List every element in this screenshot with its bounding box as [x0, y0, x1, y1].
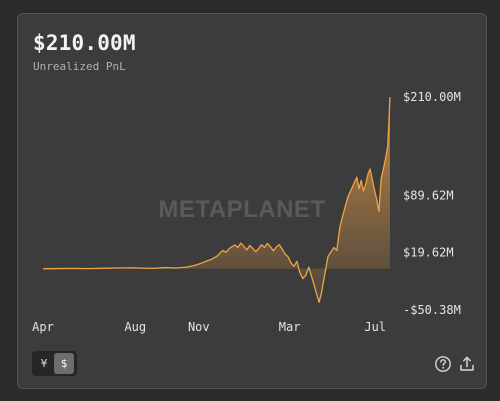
y-tick-label-3: -$50.38M [403, 303, 461, 317]
x-tick-label-3: Mar [279, 320, 301, 334]
chart-area-layer [42, 96, 391, 303]
x-tick-label-0: Apr [32, 320, 54, 334]
currency-yen-button[interactable]: ¥ [40, 357, 48, 370]
pnl-area-fill [43, 97, 390, 303]
pnl-value: $210.00M [33, 31, 136, 55]
currency-usd-button[interactable]: $ [54, 353, 74, 374]
currency-toggle: ¥ $ [32, 351, 77, 376]
pnl-series-line [42, 96, 391, 303]
pnl-chart[interactable]: METAPLANET $210.00M $89.62M $19.62M -$50.38… [18, 14, 488, 390]
pnl-subtitle: Unrealized PnL [33, 60, 126, 73]
pnl-card: $210.00M Unrealized PnL METAPLANET $210.… [17, 13, 487, 389]
x-tick-label-4: Jul [364, 320, 386, 334]
y-axis-labels: $210.00M $89.62M $19.62M -$50.38M [403, 90, 461, 317]
x-axis-labels: Apr Aug Nov Mar Jul [32, 320, 386, 334]
x-tick-label-1: Aug [124, 320, 146, 334]
question-circle-icon[interactable] [434, 355, 452, 373]
y-tick-label-0: $210.00M [403, 90, 461, 104]
y-tick-label-1: $89.62M [403, 189, 454, 203]
watermark-text: METAPLANET [158, 196, 325, 223]
x-tick-label-2: Nov [188, 320, 210, 334]
y-tick-label-2: $19.62M [403, 246, 454, 260]
share-upload-icon[interactable] [458, 355, 476, 373]
